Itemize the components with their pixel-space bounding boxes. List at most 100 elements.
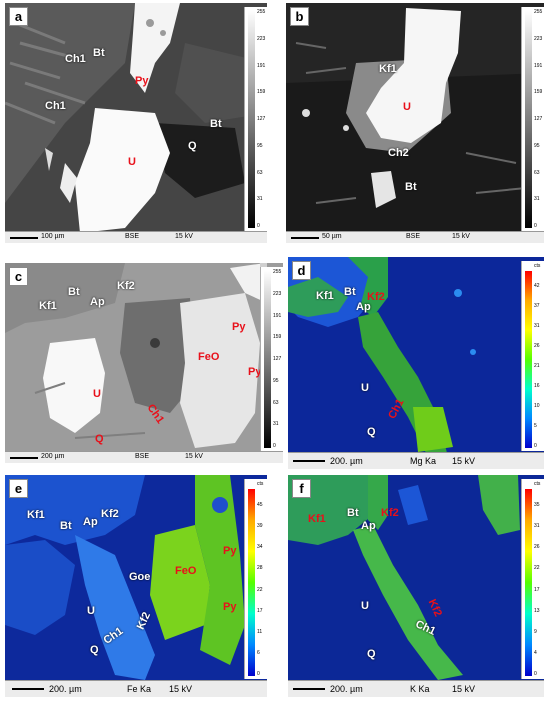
panel-b-mode: BSE: [406, 233, 421, 240]
panel-f-map-image: [288, 475, 544, 697]
panel-a-letter: a: [9, 7, 28, 26]
panel-e-letter: e: [9, 479, 28, 498]
panel-c-label-py1: Py: [232, 321, 246, 333]
panel-e-colorbar-tick: 39: [257, 523, 263, 530]
panel-f-label-kf1: Kf1: [308, 513, 326, 525]
panel-a-label-py: Py: [135, 75, 149, 87]
panel-b-bse-image: 255 223 191 159 127 95 63 31 0 b Kf1 U Ch2 Bt 50…: [286, 3, 544, 243]
panel-a-kv: 15 kV: [175, 233, 193, 240]
panel-d-element: Mg Ka: [410, 456, 437, 466]
panel-c-colorbar-tick: 95: [273, 377, 279, 384]
panel-e-label-q: Q: [90, 644, 99, 656]
panel-d-label-bt: Bt: [344, 286, 356, 298]
panel-a-colorbar-tick: 191: [257, 62, 266, 69]
panel-f-colorbar-tick: cts: [534, 481, 541, 487]
panel-a-colorbar-tick: 0: [257, 223, 260, 229]
panel-f-kv: 15 kV: [452, 684, 476, 694]
panel-c-micrograph: [5, 263, 283, 463]
panel-d-label-q: Q: [367, 426, 376, 438]
panel-b-label-ch2: Ch2: [388, 147, 409, 159]
panel-f-colorbar-tick: 31: [534, 523, 540, 530]
panel-e-colorbar-tick: 17: [257, 607, 263, 614]
panel-e-label-py1: Py: [223, 545, 237, 557]
panel-b-scale: 50 µm: [322, 233, 342, 240]
panel-b-label-u: U: [403, 101, 411, 113]
panel-f-label-u: U: [361, 600, 369, 612]
panel-e-colorbar-tick: 22: [257, 586, 263, 593]
panel-e-fe-map: cts 45 39 34 28 22 17 11 6 0 e Kf1 Bt Ap Kf2 Goe …: [5, 475, 267, 697]
panel-b-letter: b: [290, 7, 309, 26]
panel-e-label-kf2: Kf2: [101, 508, 119, 520]
panel-c-scale: 200 µm: [41, 453, 65, 460]
panel-d-label-u: U: [361, 382, 369, 394]
panel-e-label-goe: Goe: [129, 571, 151, 583]
panel-b-label-bt: Bt: [405, 181, 417, 193]
panel-b-colorbar-tick: 127: [534, 116, 543, 122]
panel-f-scale: 200. µm: [330, 684, 363, 694]
panel-d-letter: d: [292, 261, 311, 280]
panel-e-label-py2: Py: [223, 601, 237, 613]
panel-c-label-kf1: Kf1: [39, 300, 57, 312]
panel-e-colorbar-tick: cts: [257, 481, 264, 487]
panel-f-colorbar-tick: 35: [534, 502, 540, 509]
panel-b-kv: 15 kV: [452, 233, 470, 240]
panel-a-scale: 100 µm: [41, 233, 65, 240]
panel-b-label-kf1: Kf1: [379, 63, 397, 75]
panel-e-label-feo: FeO: [175, 565, 197, 577]
panel-c-label-py2: Py: [248, 366, 262, 378]
panel-e-label-ap: Ap: [83, 516, 98, 528]
panel-a-label-q: Q: [188, 140, 197, 152]
panel-a-label-bt2: Bt: [210, 118, 222, 130]
panel-f-colorbar-tick: 0: [534, 671, 537, 677]
panel-a-colorbar-tick: 223: [257, 35, 266, 42]
panel-e-label-kf1: Kf1: [27, 509, 45, 521]
panel-c-label-ap: Ap: [90, 296, 105, 308]
panel-d-colorbar-tick: 5: [534, 423, 537, 429]
panel-f-footer: 200. µm K Ka 15 kV: [288, 680, 544, 697]
panel-d-label-ap: Ap: [356, 301, 371, 313]
panel-f-colorbar-tick: 17: [534, 586, 540, 593]
panel-e-colorbar: cts 45 39 34 28 22 17 11 6 0: [244, 479, 267, 679]
panel-b-colorbar-tick: 223: [534, 35, 543, 42]
panel-a-mode: BSE: [125, 233, 140, 240]
panel-b-colorbar-tick: 0: [534, 223, 537, 229]
panel-a-colorbar-tick: 63: [257, 169, 263, 176]
panel-a-bse-image: 255 223 191 159 127 95 63 31 0 a Bt Ch1 Py Ch1 B…: [5, 3, 267, 243]
panel-e-colorbar-tick: 45: [257, 502, 263, 509]
panel-b-grayscale-bar: 255 223 191 159 127 95 63 31 0: [521, 7, 544, 231]
panel-f-colorbar-tick: 9: [534, 628, 537, 635]
panel-c-colorbar-tick: 191: [273, 312, 282, 319]
panel-f-element: K Ka: [410, 684, 430, 694]
panel-b-colorbar-tick: 255: [534, 9, 543, 15]
panel-c-colorbar-tick: 63: [273, 399, 279, 406]
panel-d-colorbar-tick: 42: [534, 283, 540, 289]
panel-e-label-bt: Bt: [60, 520, 72, 532]
panel-d-colorbar-tick: 26: [534, 343, 540, 349]
panel-a-label-u: U: [128, 156, 136, 168]
panel-f-label-bt: Bt: [347, 507, 359, 519]
panel-e-colorbar-tick: 6: [257, 649, 260, 656]
panel-e-footer: 200. µm Fe Ka 15 kV: [5, 680, 267, 697]
panel-d-colorbar: cts 42 37 31 26 21 16 10 5 0: [521, 261, 544, 451]
panel-e-element: Fe Ka: [127, 684, 152, 694]
panel-c-bse-image: 255 223 191 159 127 95 63 31 0 c Kf1 Bt Ap Kf2 P…: [5, 263, 283, 463]
panel-a-micrograph: [5, 3, 267, 243]
panel-e-label-u: U: [87, 605, 95, 617]
panel-c-label-q: Q: [95, 433, 104, 445]
panel-f-colorbar-tick: 13: [534, 607, 540, 614]
panel-c-label-kf2: Kf2: [117, 280, 135, 292]
panel-c-footer: 200 µm BSE 15 kV: [5, 451, 283, 463]
panel-c-colorbar-tick: 255: [273, 269, 282, 275]
panel-b-colorbar-tick: 159: [534, 89, 543, 96]
panel-a-footer: 100 µm BSE 15 kV: [5, 231, 267, 243]
panel-d-colorbar-tick: 21: [534, 363, 540, 369]
panel-f-colorbar: cts 35 31 26 22 17 13 9 4 0: [521, 479, 544, 679]
panel-e-kv: 15 kV: [169, 684, 193, 694]
panel-b-footer: 50 µm BSE 15 kV: [286, 231, 544, 243]
panel-c-colorbar-tick: 127: [273, 356, 282, 362]
panel-f-colorbar-tick: 4: [534, 649, 537, 656]
panel-e-colorbar-tick: 34: [257, 544, 263, 551]
panel-d-scale: 200. µm: [330, 456, 363, 466]
panel-a-label-ch1-left: Ch1: [45, 100, 66, 112]
panel-d-map-image: [288, 257, 544, 469]
